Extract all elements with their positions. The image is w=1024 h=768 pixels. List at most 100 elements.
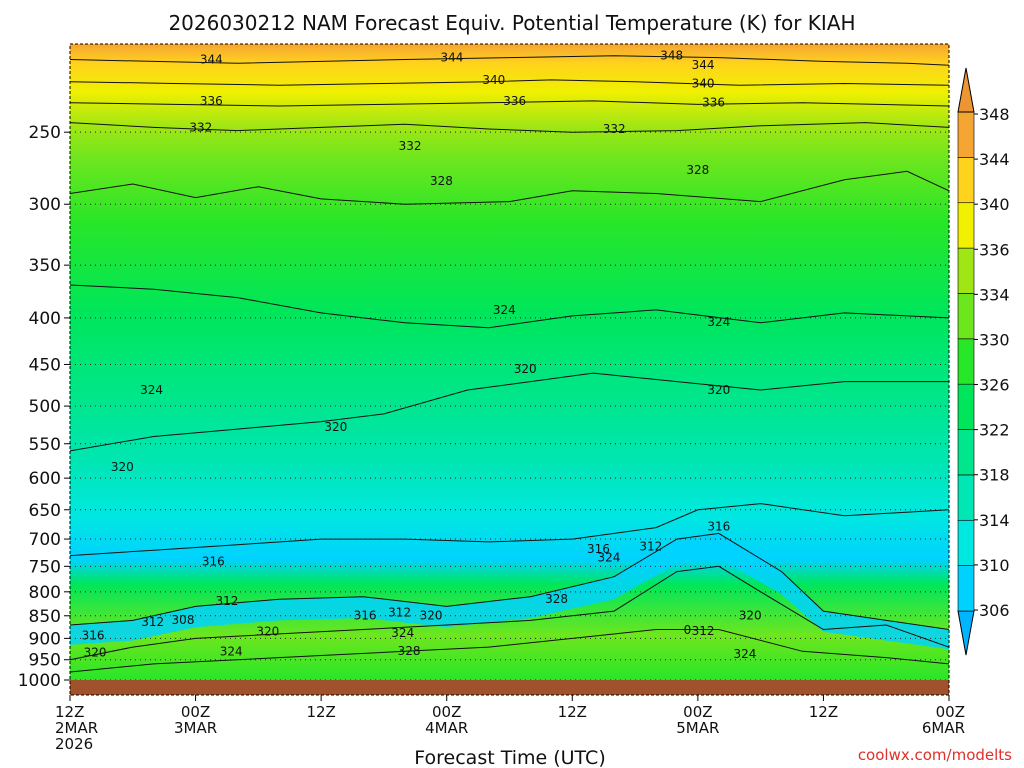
contour-label: 328 (398, 644, 421, 658)
colorbar-label: 306 (979, 601, 1010, 620)
contour-label: 324 (733, 647, 756, 661)
contour-label: 332 (189, 120, 212, 134)
contour-label: 324 (220, 644, 243, 658)
low-theta-e-pockets (70, 533, 949, 650)
contour-label: 312 (692, 624, 715, 638)
x-tick-label: 6MAR (922, 719, 965, 737)
contour-312 (70, 532, 949, 630)
contour-label: 336 (702, 96, 725, 110)
colorbar-swatch (957, 111, 975, 158)
contour-label: 308 (172, 613, 195, 627)
x-tick-label: 12Z (306, 703, 335, 721)
contour-label: 316 (707, 519, 730, 533)
x-tick-label: 12Z (558, 703, 587, 721)
colorbar-arrow-low (957, 610, 975, 656)
contour-324 (70, 629, 949, 673)
contour-332 (70, 122, 949, 133)
colorbar-swatch (957, 338, 975, 385)
low-theta-e-band (70, 533, 949, 650)
x-axis-label: Forecast Time (UTC) (414, 747, 605, 768)
colorbar-swatch (957, 293, 975, 340)
contour-label: 320 (324, 420, 347, 434)
contour-316 (70, 503, 949, 557)
x-tick-label: 00Z (683, 703, 712, 721)
colorbar-swatch (957, 474, 975, 521)
y-tick-label: 850 (29, 607, 61, 627)
contour-label: 320 (420, 608, 443, 622)
colorbar-swatch (957, 519, 975, 566)
contour-324 (70, 284, 949, 329)
contour-label: 324 (140, 383, 163, 397)
contour-label: 336 (200, 94, 223, 108)
contour-label: 336 (503, 94, 526, 108)
contour-label: 340 (692, 76, 715, 90)
contour-label: 316 (354, 608, 377, 622)
contour-label: 0 (684, 623, 692, 637)
x-tick-label: 2MAR (55, 719, 98, 737)
contour-label: 312 (216, 594, 239, 608)
contour-label: 328 (686, 163, 709, 177)
y-tick-label: 950 (29, 651, 61, 671)
contour-label: 324 (493, 303, 516, 317)
colorbar-label: 330 (979, 330, 1010, 349)
y-tick-label: 800 (29, 583, 61, 603)
contour-label: 328 (430, 174, 453, 188)
colorbar-swatch (957, 157, 975, 204)
x-tick-label: 3MAR (174, 719, 217, 737)
contour-label: 316 (82, 628, 105, 642)
contour-label: 332 (399, 139, 422, 153)
colorbar: 306 310 314 318 322 326 330 334 336 340 344 348 (957, 67, 1010, 656)
colorbar-label: 336 (979, 240, 1010, 259)
y-tick-label: 550 (29, 435, 61, 455)
x-tick-label: 00Z (936, 703, 965, 721)
y-tick-label: 900 (29, 629, 61, 649)
contour-label: 312 (639, 539, 662, 553)
colorbar-label: 310 (979, 556, 1010, 575)
contour-336 (70, 100, 949, 107)
contour-label: 312 (388, 606, 411, 620)
y-tick-label: 500 (29, 397, 61, 417)
y-tick-label: 400 (29, 309, 61, 329)
contour-344 (70, 55, 949, 66)
contour-label: 320 (739, 608, 762, 622)
contour-label: 332 (603, 122, 626, 136)
colorbar-label: 326 (979, 376, 1010, 395)
y-tick-label: 300 (29, 195, 61, 215)
theta-e-field (70, 44, 949, 680)
colorbar-arrow-high (957, 67, 975, 113)
x-tick-label: 00Z (432, 703, 461, 721)
contour-label: 324 (707, 315, 730, 329)
y-tick-label: 650 (29, 501, 61, 521)
y-tick-label: 350 (29, 256, 61, 276)
contour-label: 348 (660, 49, 683, 63)
x-tick-label: 00Z (181, 703, 210, 721)
contour-340 (70, 79, 949, 86)
colorbar-swatch (957, 202, 975, 249)
y-tick-label: 600 (29, 469, 61, 489)
contour-320 (70, 372, 949, 452)
contour-label: 344 (200, 52, 223, 66)
contour-label: 344 (692, 58, 715, 72)
colorbar-swatch (957, 429, 975, 476)
colorbar-swatch (957, 565, 975, 612)
contour-label: 324 (597, 550, 620, 564)
contour-labels: 344 344 348 344 340 340 336 336 336 332 332 332 328 3… (82, 49, 762, 661)
chart-title: 2026030212 NAM Forecast Equiv. Potential… (168, 11, 855, 35)
colorbar-swatch (957, 383, 975, 430)
contour-label: 340 (482, 73, 505, 87)
y-axis: 2503003504004505005506006507007508008509… (18, 123, 70, 691)
contour-label: 320 (514, 362, 537, 376)
y-tick-label: 250 (29, 123, 61, 143)
contour-label: 344 (440, 51, 463, 65)
colorbar-label: 322 (979, 421, 1010, 440)
contour-328 (70, 170, 949, 205)
watermark: coolwx.com/modelts (858, 746, 1012, 764)
y-tick-label: 750 (29, 557, 61, 577)
x-tick-label: 12Z (809, 703, 838, 721)
contour-label: 320 (256, 625, 279, 639)
colorbar-label: 344 (979, 150, 1010, 169)
colorbar-label: 340 (979, 195, 1010, 214)
x-tick-label: 2026 (55, 735, 93, 753)
